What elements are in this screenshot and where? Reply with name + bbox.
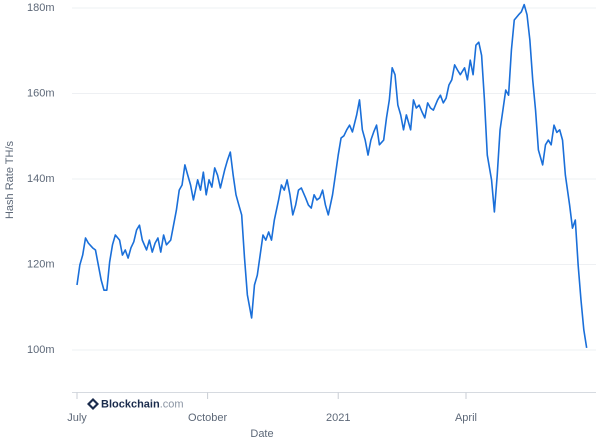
x-tick-label: October [188,412,227,424]
x-tick-label: 2021 [326,412,350,424]
x-tick-label: April [455,412,477,424]
x-tick-label: July [67,412,87,424]
y-tick-label: 120m [27,258,55,270]
x-axis-label: Date [250,428,273,440]
y-tick-label: 140m [27,173,55,185]
y-tick-label: 100m [27,344,55,356]
watermark-brand: Blockchain [101,398,160,410]
watermark-suffix: .com [160,398,184,410]
watermark-logo [87,398,99,410]
line-series [76,3,588,348]
svg-text:Blockchain.com: Blockchain.com [101,398,184,410]
y-tick-label: 180m [27,2,55,14]
marks-layer [76,3,588,348]
y-tick-label: 160m [27,87,55,99]
watermark: Blockchain.com [87,398,184,410]
y-axis-label: Hash Rate TH/s [4,140,16,219]
grid-layer [72,7,596,351]
